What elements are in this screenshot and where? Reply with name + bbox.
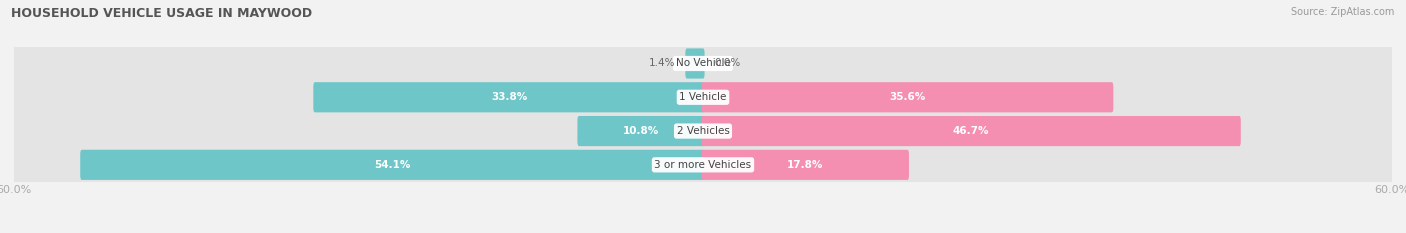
- FancyBboxPatch shape: [13, 79, 1393, 116]
- FancyBboxPatch shape: [702, 82, 1114, 112]
- Text: 46.7%: 46.7%: [953, 126, 990, 136]
- FancyBboxPatch shape: [13, 146, 1393, 184]
- Text: 17.8%: 17.8%: [787, 160, 824, 170]
- Text: 1.4%: 1.4%: [650, 58, 675, 69]
- FancyBboxPatch shape: [685, 48, 704, 79]
- Text: 54.1%: 54.1%: [374, 160, 411, 170]
- Text: 1 Vehicle: 1 Vehicle: [679, 92, 727, 102]
- Legend: Owner-occupied, Renter-occupied: Owner-occupied, Renter-occupied: [581, 231, 825, 233]
- FancyBboxPatch shape: [702, 150, 908, 180]
- Text: 35.6%: 35.6%: [889, 92, 925, 102]
- FancyBboxPatch shape: [578, 116, 704, 146]
- Text: 3 or more Vehicles: 3 or more Vehicles: [654, 160, 752, 170]
- Text: 0.0%: 0.0%: [714, 58, 741, 69]
- FancyBboxPatch shape: [80, 150, 704, 180]
- Text: No Vehicle: No Vehicle: [675, 58, 731, 69]
- Text: Source: ZipAtlas.com: Source: ZipAtlas.com: [1291, 7, 1395, 17]
- Text: 2 Vehicles: 2 Vehicles: [676, 126, 730, 136]
- Text: 33.8%: 33.8%: [491, 92, 527, 102]
- FancyBboxPatch shape: [314, 82, 704, 112]
- Text: HOUSEHOLD VEHICLE USAGE IN MAYWOOD: HOUSEHOLD VEHICLE USAGE IN MAYWOOD: [11, 7, 312, 20]
- Text: 10.8%: 10.8%: [623, 126, 659, 136]
- FancyBboxPatch shape: [13, 112, 1393, 150]
- FancyBboxPatch shape: [702, 116, 1240, 146]
- FancyBboxPatch shape: [13, 45, 1393, 82]
